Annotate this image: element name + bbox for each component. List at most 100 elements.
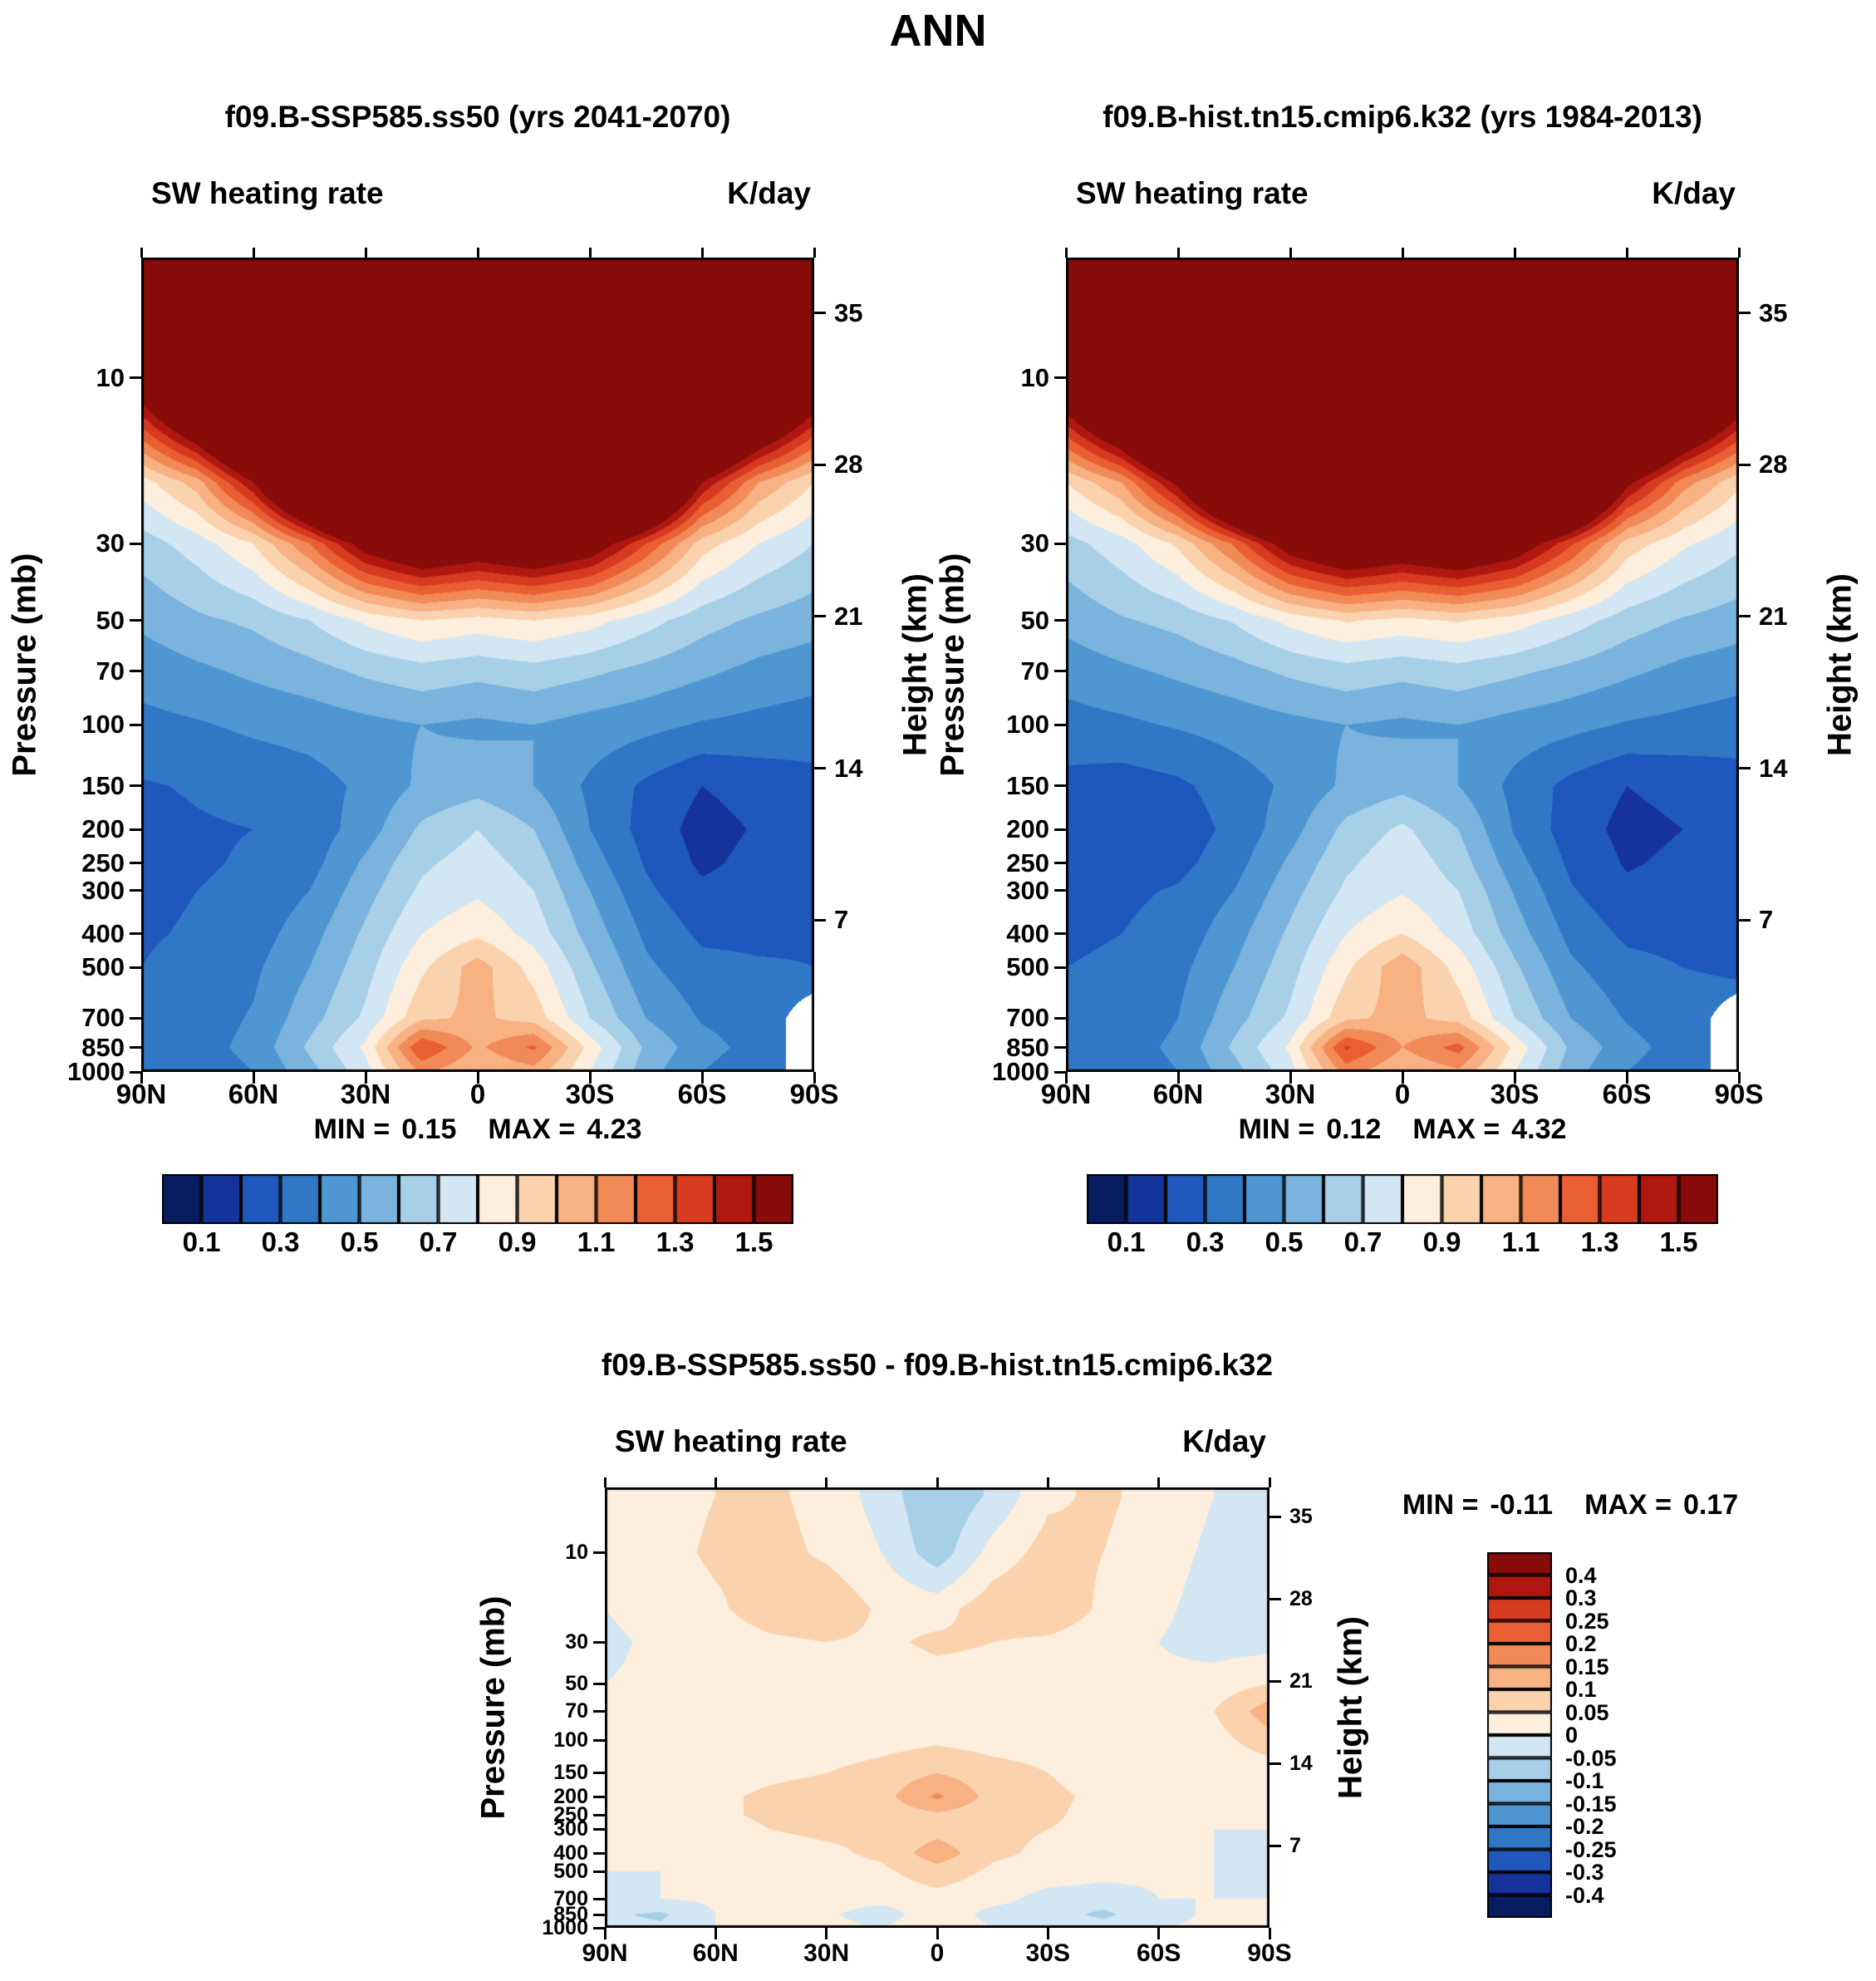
pressure-tick-label: 10 [565,1540,588,1564]
pressure-tick-label: 100 [81,710,125,740]
lat-tick [1737,1072,1741,1084]
lat-tick [700,1072,704,1084]
pressure-tick-label: 70 [565,1698,588,1723]
lat-tick-top [1268,1477,1271,1487]
colorbar-label: 0.3 [261,1226,300,1257]
pressure-tick [593,1795,605,1798]
pressure-tick-label: 50 [96,605,125,635]
height-tick [814,615,826,618]
colorbar-label: 1.3 [656,1226,695,1257]
lat-tick [140,1072,143,1084]
height-tick-label: 7 [834,905,849,935]
lat-tick-top [714,1477,717,1487]
colorbar-ssp585 [162,1174,793,1224]
lat-tick-top [700,248,704,258]
colorbar-label: -0.05 [1565,1745,1617,1771]
units-label-ssp585: K/day [727,176,811,210]
lat-tick-label: 30N [340,1079,391,1109]
pressure-tick-label: 400 [1006,918,1049,948]
pressure-tick-label: 30 [565,1630,588,1654]
pressure-tick-label: 30 [1020,528,1049,558]
lat-tick-top [603,1477,607,1487]
lat-tick-label: 60S [677,1079,727,1109]
height-tick [1739,615,1751,618]
pressure-tick [1054,784,1066,788]
units-label-difference: K/day [1182,1424,1266,1458]
pressure-tick-label: 200 [81,814,125,844]
stats-hist: MIN = 0.12 MAX = 4.32 [1066,1113,1739,1146]
lat-tick-top [252,248,255,258]
lat-tick [476,1072,479,1084]
colorbar-label: 0.1 [1565,1677,1597,1703]
colorbar-label: 0.2 [1565,1631,1597,1657]
pressure-tick-label: 300 [81,875,125,905]
lat-tick-top [364,248,367,258]
colorbar-label: 0.4 [1565,1562,1597,1588]
pressure-tick [1054,966,1066,969]
pressure-tick-label: 70 [96,656,125,686]
pressure-tick-label: 50 [565,1671,588,1695]
pressure-tick [130,1046,141,1049]
pressure-tick [130,723,141,726]
panel-title-hist: f09.B-hist.tn15.cmip6.k32 (yrs 1984-2013… [1103,100,1702,134]
lat-tick-label: 0 [1394,1079,1411,1109]
pressure-tick-label: 10 [1020,362,1049,392]
pressure-tick [593,1682,605,1685]
lat-tick-label: 0 [930,1939,945,1967]
pressure-tick [1054,542,1066,545]
height-tick [814,463,826,466]
pressure-tick-label: 150 [553,1761,588,1785]
pressure-tick-label: 700 [81,1003,125,1033]
pressure-tick [593,1926,605,1929]
pressure-tick-label: 250 [1006,848,1049,877]
colorbar-label: 0.5 [1265,1226,1304,1257]
colorbar-label: -0.2 [1565,1814,1604,1840]
max-label: MAX = [1412,1113,1500,1145]
panel-title-difference: f09.B-SSP585.ss50 - f09.B-hist.tn15.cmip… [601,1348,1274,1382]
lat-tick-top [1737,248,1741,258]
pressure-tick [1054,1046,1066,1049]
pressure-tick [130,376,141,380]
lat-tick [1513,1072,1516,1084]
pressure-tick-label: 500 [553,1859,588,1883]
colorbar-label: 0.9 [498,1226,537,1257]
pressure-tick [130,932,141,936]
colorbar-label: 0.7 [419,1226,458,1257]
lat-tick-label: 30S [1025,1939,1071,1967]
lat-tick-label: 90S [1714,1079,1764,1109]
height-tick-label: 14 [834,753,863,783]
height-tick [1269,1516,1281,1519]
colorbar-label: 0.1 [1107,1226,1146,1257]
height-tick-label: 21 [1759,601,1788,631]
colorbar-label: 0.15 [1565,1654,1609,1679]
lat-tick-top [1046,1477,1049,1487]
lat-tick-top [1289,248,1292,258]
height-tick [1739,767,1751,770]
pressure-tick-label: 250 [81,848,125,877]
pressure-tick-label: 850 [553,1902,588,1926]
lat-tick-label: 90N [115,1079,167,1109]
pressure-tick [593,1913,605,1916]
pressure-tick-label: 700 [1006,1003,1049,1033]
colorbar-label: 0.3 [1186,1226,1225,1257]
colorbar-label: 1.5 [734,1226,773,1257]
colorbar-label: 1.1 [577,1226,616,1257]
lat-tick [364,1072,367,1084]
lat-tick-top [813,248,816,258]
height-tick [814,918,826,922]
field-label-hist: SW heating rate [1076,176,1309,210]
lat-tick-top [476,248,479,258]
lat-tick [825,1928,828,1939]
lat-tick [1625,1072,1628,1084]
lat-tick-top [140,248,143,258]
lat-tick-top [1176,248,1180,258]
pressure-tick [130,542,141,545]
lat-tick [1268,1928,1271,1939]
field-label-difference: SW heating rate [615,1424,847,1458]
pressure-tick-label: 1000 [542,1915,588,1939]
pressure-tick [130,862,141,865]
pressure-tick-label: 150 [1006,770,1049,800]
height-tick [1739,312,1751,315]
lat-tick-label: 30S [565,1079,615,1109]
